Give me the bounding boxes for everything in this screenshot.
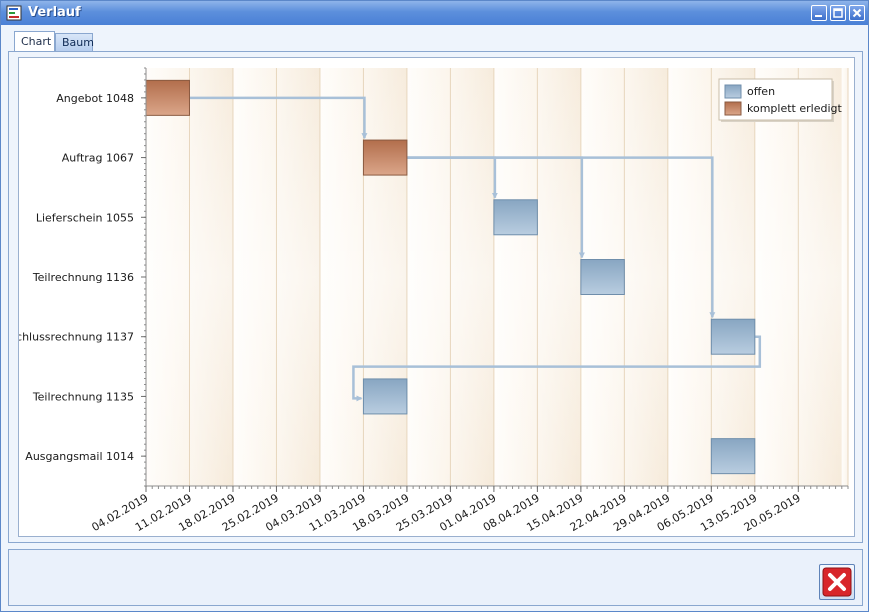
title-bar[interactable]: Verlauf [1, 1, 868, 25]
tab-baum[interactable]: Baum [55, 33, 94, 51]
chart-tab-panel: Angebot 1048 Auftrag 1067 Lieferschein 105… [8, 51, 863, 543]
plot-background [146, 68, 848, 486]
minimize-icon [815, 15, 822, 17]
legend-label: komplett erledigt [747, 102, 842, 115]
y-tick-label: Ausgangsmail 1014 [25, 450, 134, 463]
window-close-button[interactable] [849, 5, 865, 21]
y-tick-label: Schlussrechnung 1137 [19, 331, 134, 344]
connector-lines [189, 96, 762, 402]
task-bar[interactable] [710, 438, 756, 475]
close-red-x-icon [822, 567, 852, 597]
y-tick-label: Teilrechnung 1135 [32, 390, 134, 403]
legend: offen komplett erledigt [718, 78, 842, 122]
connector-line [406, 156, 716, 319]
y-tick-label: Auftrag 1067 [62, 152, 134, 165]
task-bar[interactable] [145, 79, 190, 116]
bottom-panel [8, 549, 863, 606]
task-bar[interactable] [362, 139, 408, 176]
task-bars [145, 79, 756, 475]
close-icon [852, 8, 862, 18]
task-bar[interactable] [362, 378, 408, 415]
maximize-button[interactable] [830, 5, 846, 21]
y-tick-label: Teilrechnung 1136 [32, 271, 134, 284]
legend-swatch [724, 101, 742, 116]
y-tick-label: Lieferschein 1055 [36, 211, 134, 224]
chart-app-icon [6, 5, 22, 21]
gantt-chart: Angebot 1048 Auftrag 1067 Lieferschein 105… [9, 67, 849, 534]
window-title: Verlauf [28, 5, 81, 20]
connector-line [189, 96, 368, 140]
grid-lines [145, 68, 849, 486]
legend-swatch [724, 84, 742, 99]
minimize-button[interactable] [811, 5, 827, 21]
task-bar[interactable] [710, 318, 756, 355]
y-tick-label: Angebot 1048 [56, 92, 134, 105]
close-dialog-button[interactable] [819, 564, 855, 600]
y-axis: Angebot 1048 Auftrag 1067 Lieferschein 105… [9, 67, 147, 487]
task-bar[interactable] [580, 259, 625, 295]
chart-area: Angebot 1048 Auftrag 1067 Lieferschein 105… [9, 57, 855, 537]
maximize-icon [833, 8, 843, 18]
task-bar[interactable] [493, 199, 538, 236]
legend-label: offen [747, 85, 775, 98]
tab-chart[interactable]: Chart [14, 31, 55, 51]
connector-line [352, 335, 762, 402]
x-axis: 04.02.201911.02.201918.02.201925.02.2019… [89, 485, 849, 534]
plot-wash [146, 68, 848, 486]
